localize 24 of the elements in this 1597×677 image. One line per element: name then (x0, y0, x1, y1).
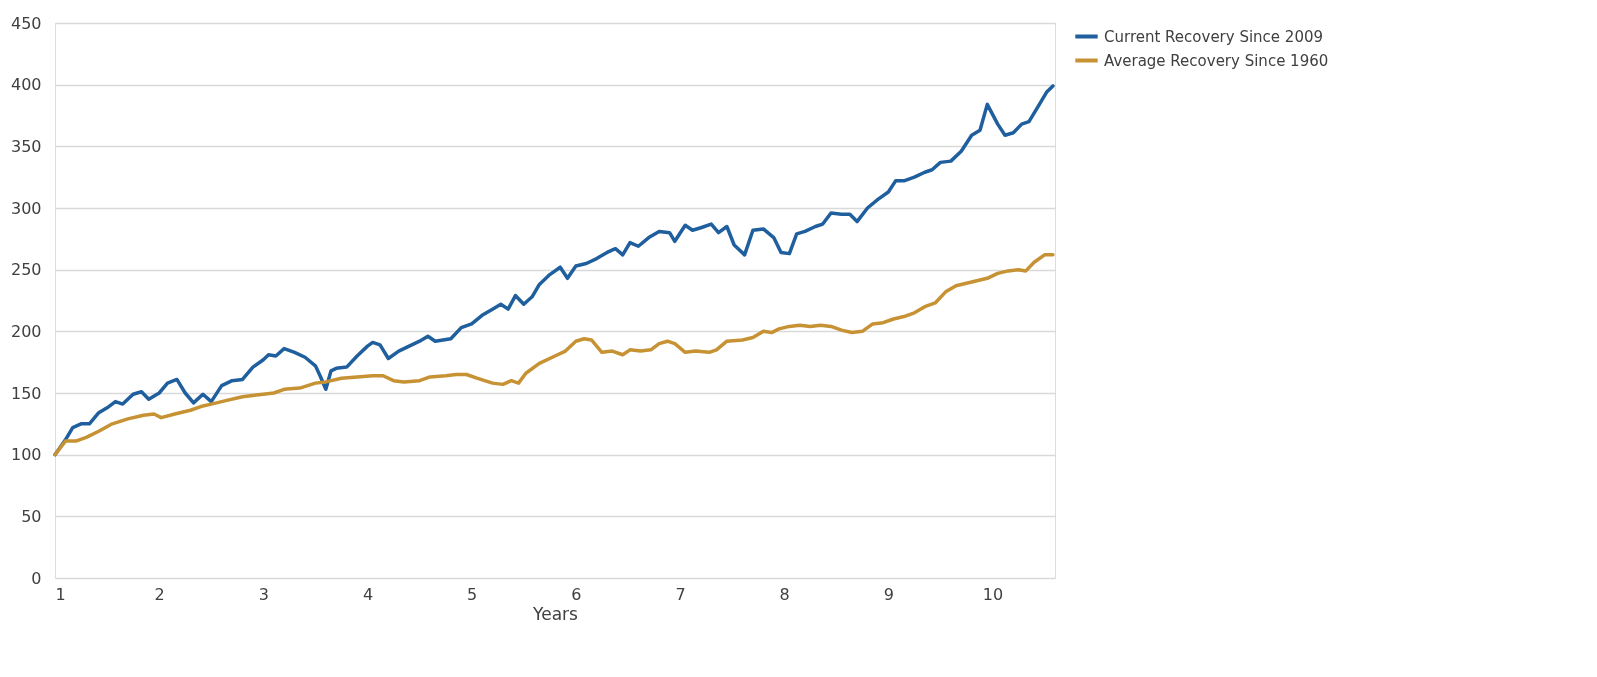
y-tick-label: 300 (10, 198, 42, 218)
legend-label: Average Recovery Since 1960 (1104, 51, 1329, 70)
x-tick-label: 10 (982, 584, 1004, 604)
y-tick-label: 50 (21, 506, 42, 526)
x-tick-label: 9 (883, 584, 894, 604)
x-tick-label: 3 (258, 584, 269, 604)
y-tick-label: 400 (10, 75, 42, 95)
x-tick-label: 2 (154, 584, 165, 604)
y-tick-label: 150 (10, 383, 42, 403)
line-series (53, 253, 1055, 457)
x-tick-label: 8 (779, 584, 790, 604)
y-tick-label: 200 (10, 321, 42, 341)
x-tick-label: 5 (467, 584, 478, 604)
x-tick-label: 1 (55, 584, 66, 604)
y-tick-label: 0 (31, 568, 42, 588)
y-tick-label: 100 (10, 445, 42, 465)
legend-label: Current Recovery Since 2009 (1104, 27, 1324, 46)
x-tick-label: 6 (571, 584, 582, 604)
y-tick-label: 450 (10, 13, 42, 33)
y-tick-label: 350 (10, 136, 42, 156)
x-tick-label: 7 (675, 584, 686, 604)
x-axis-title: Years (532, 603, 579, 624)
x-tick-label: 4 (362, 584, 374, 604)
y-tick-label: 250 (10, 260, 42, 280)
